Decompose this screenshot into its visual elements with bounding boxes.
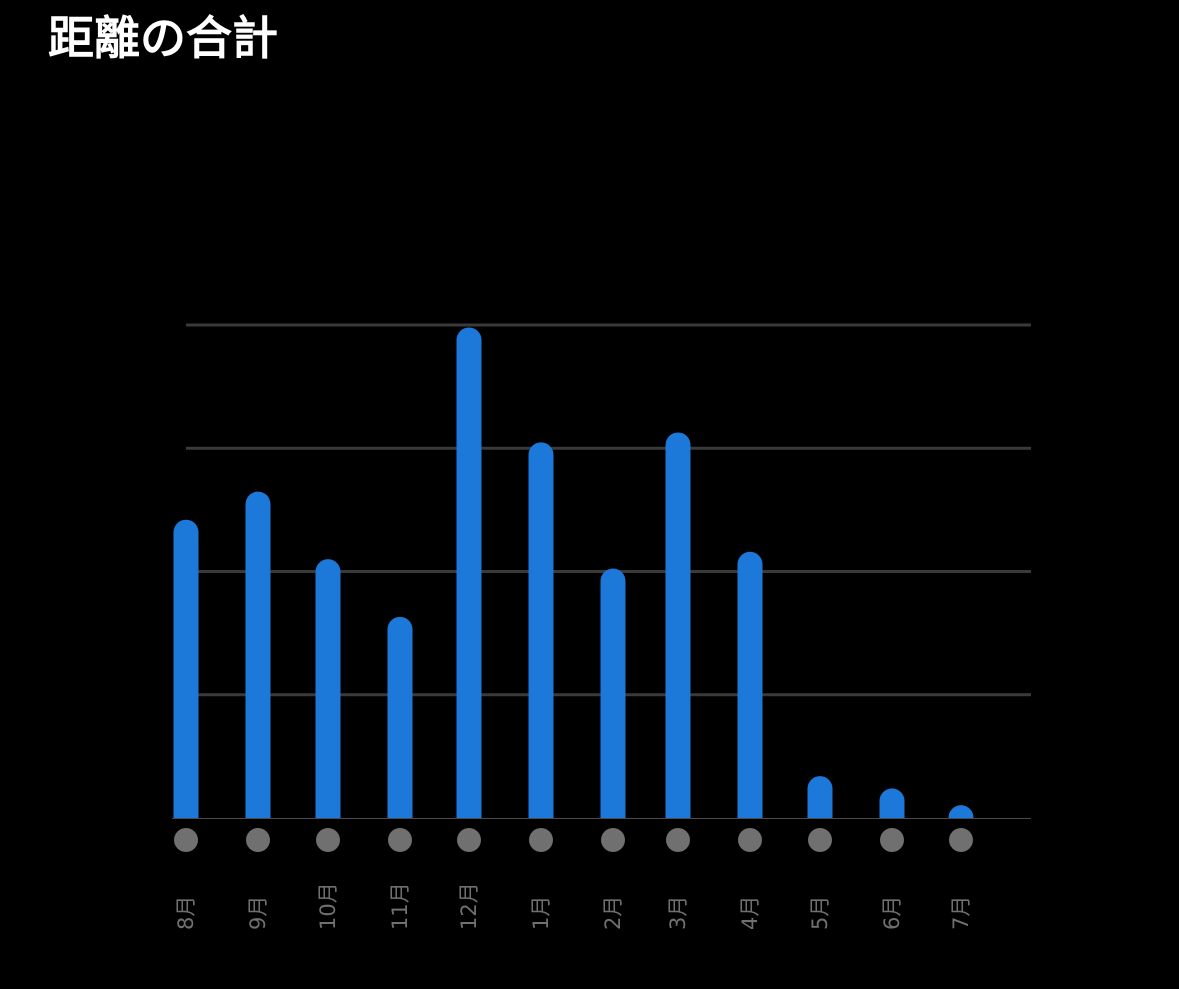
bar-12月 [456, 327, 482, 818]
x-tick-label: 1月 [529, 896, 553, 930]
category-marker [880, 828, 904, 852]
x-tick-label: 7月 [949, 896, 973, 930]
category-marker [529, 828, 553, 852]
x-tick-label: 10月 [316, 882, 340, 930]
bar-5月 [807, 776, 833, 818]
x-tick-label: 3月 [666, 896, 690, 930]
bar-9月 [245, 491, 271, 818]
x-tick-label: 5月 [808, 896, 832, 930]
x-tick-label: 8月 [174, 896, 198, 930]
x-tick-label: 6月 [880, 896, 904, 930]
bar-10月 [315, 559, 341, 818]
bar-8月 [173, 519, 199, 818]
bar-6月 [879, 788, 905, 818]
x-tick-label: 2月 [601, 896, 625, 930]
x-tick-label: 11月 [388, 882, 412, 930]
bar-11月 [387, 616, 413, 818]
category-marker [601, 828, 625, 852]
bar-3月 [665, 432, 691, 818]
category-marker [246, 828, 270, 852]
category-marker [174, 828, 198, 852]
x-tick-labels: 8月 9月 10月 11月 12月 1月 2月 3月 4月 5月 6月 7月 [174, 882, 973, 930]
category-markers [174, 828, 973, 852]
category-marker [949, 828, 973, 852]
bar-2月 [600, 568, 626, 818]
category-marker [388, 828, 412, 852]
bar-1月 [528, 442, 554, 818]
chart-title: 距離の合計 [48, 11, 278, 65]
x-tick-label: 12月 [457, 882, 481, 930]
category-marker [316, 828, 340, 852]
category-marker [808, 828, 832, 852]
bars [173, 327, 974, 818]
x-tick-label: 4月 [738, 896, 762, 930]
category-marker [666, 828, 690, 852]
x-tick-label: 9月 [246, 896, 270, 930]
bar-7月 [948, 805, 974, 818]
bar-4月 [737, 551, 763, 818]
category-marker [738, 828, 762, 852]
category-marker [457, 828, 481, 852]
